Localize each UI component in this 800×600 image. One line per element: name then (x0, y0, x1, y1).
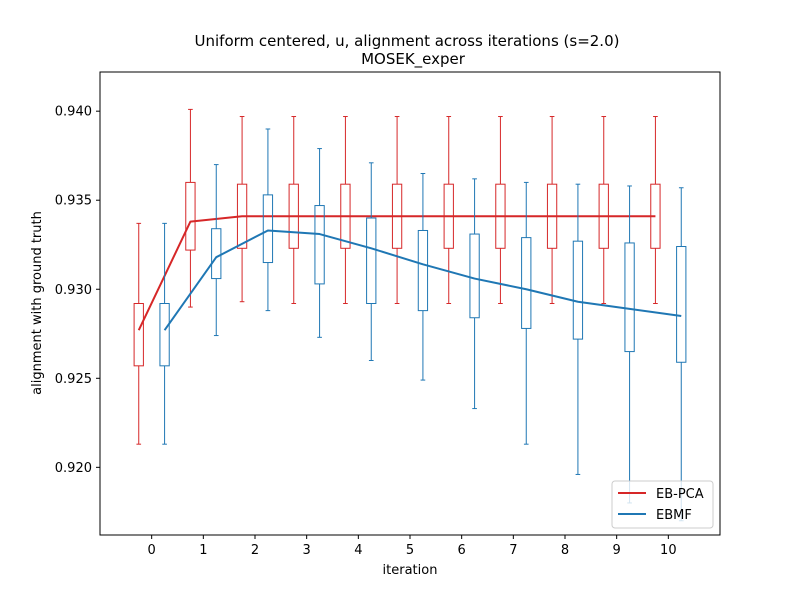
x-tick-label-4: 4 (354, 543, 362, 558)
series-0-box-8 (546, 116, 558, 304)
series-1-box-rect-10 (676, 246, 687, 363)
legend: EB-PCA EBMF (611, 480, 714, 529)
series-1-box-rect-3 (314, 205, 325, 285)
series-1-box-rect-6 (469, 233, 480, 319)
series-1-box-rect-8 (572, 240, 584, 340)
series-1-box-rect-1 (211, 228, 222, 280)
x-tick-label-8: 8 (561, 543, 569, 558)
plot-series (133, 108, 687, 522)
y-axis-label: alignment with ground truth (30, 211, 45, 395)
series-0 (133, 108, 661, 445)
x-tick-label-7: 7 (509, 543, 517, 558)
x-tick-label-5: 5 (406, 543, 414, 558)
series-1-mean-line (163, 229, 682, 331)
legend-entry-1: EBMF (618, 508, 692, 523)
series-1-box-rect-0 (159, 303, 170, 367)
series-1-box-4 (366, 162, 377, 361)
x-tick-label-0: 0 (148, 543, 156, 558)
series-1-box-0 (159, 222, 170, 445)
series-1-box-6 (469, 178, 480, 410)
series-1-box-rect-2 (262, 194, 274, 264)
series-1-box-2 (262, 128, 274, 312)
x-axis: 0 1 2 3 4 5 6 7 8 9 10 (148, 535, 677, 558)
y-tick-label-0: 0.920 (55, 461, 92, 476)
x-tick-label-2: 2 (251, 543, 259, 558)
x-tick-label-6: 6 (458, 543, 466, 558)
series-1-box-rect-4 (366, 217, 377, 304)
x-axis-label: iteration (383, 563, 438, 578)
x-tick-label-1: 1 (199, 543, 207, 558)
y-tick-label-2: 0.930 (55, 283, 92, 298)
series-0-box-1 (185, 108, 196, 308)
x-tick-label-3: 3 (303, 543, 311, 558)
x-tick-label-9: 9 (613, 543, 621, 558)
series-1-box-rect-5 (417, 229, 429, 312)
series-1-box-1 (211, 164, 222, 337)
series-1-box-3 (314, 148, 325, 338)
legend-label-1: EBMF (656, 508, 692, 523)
legend-label-0: EB-PCA (656, 487, 704, 502)
series-1-box-rect-9 (624, 242, 635, 353)
series-1-box-8 (572, 183, 584, 475)
chart-subtitle: MOSEK_exper (361, 50, 466, 69)
x-tick-label-10: 10 (660, 543, 677, 558)
y-tick-label-1: 0.925 (55, 372, 92, 387)
series-0-box-rect-0 (133, 303, 144, 367)
series-1-box-7 (521, 181, 532, 445)
y-tick-label-4: 0.940 (55, 105, 92, 120)
chart-title: Uniform centered, u, alignment across it… (195, 32, 620, 50)
series-0-box-0 (133, 222, 144, 445)
series-1-box-9 (624, 185, 635, 504)
y-axis: 0.920 0.925 0.930 0.935 0.940 (55, 105, 100, 476)
series-0-mean-line (137, 215, 656, 331)
legend-entry-0: EB-PCA (618, 487, 704, 502)
series-1-box-rect-7 (521, 237, 532, 329)
series-1-box-5 (417, 173, 429, 381)
y-tick-label-3: 0.935 (55, 194, 92, 209)
series-0-box-rect-1 (185, 181, 196, 251)
